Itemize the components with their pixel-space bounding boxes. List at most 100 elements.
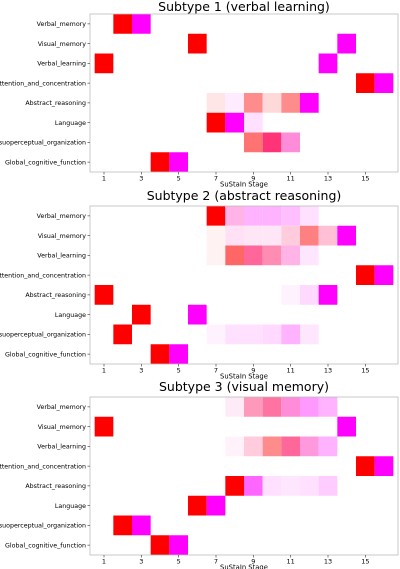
heatmap-cell — [262, 132, 282, 153]
heatmap-cell — [225, 324, 244, 345]
heatmap-cell — [132, 14, 151, 34]
heatmap-cell — [244, 206, 263, 226]
heatmap-cell — [244, 436, 263, 457]
heatmap-cell — [262, 206, 282, 226]
y-tick-label: Global_cognitive_function — [5, 542, 86, 549]
x-tick-label: 11 — [287, 175, 295, 183]
heatmap-cell — [244, 93, 263, 113]
y-tick-label: Attention_and_concentration — [0, 80, 86, 87]
heatmap-cell — [318, 53, 338, 74]
heatmap-cell — [374, 73, 394, 93]
x-tick-label: 5 — [177, 367, 181, 375]
heatmap-cell — [374, 265, 394, 285]
heatmap-cell — [281, 324, 300, 345]
heatmap-cell — [225, 93, 244, 113]
x-tick-label: 1 — [102, 558, 106, 566]
x-tick-label: 5 — [177, 558, 181, 566]
heatmap-cell — [262, 225, 282, 246]
x-tick-label: 13 — [324, 175, 332, 183]
heatmap-cell — [225, 112, 244, 133]
y-tick-label: Abstract_reasoning — [25, 292, 86, 299]
heatmap-cell — [244, 245, 263, 266]
y-tick-label: Visuoperceptual_organization — [0, 523, 86, 530]
heatmap-cell — [150, 152, 170, 172]
heatmap-cell — [225, 206, 244, 226]
y-tick-label: Global_cognitive_function — [5, 351, 86, 358]
x-tick-label: 9 — [251, 367, 255, 375]
heatmap-cell — [94, 53, 114, 74]
heatmap-cell — [356, 73, 375, 93]
heatmap-cell — [281, 93, 300, 113]
y-tick-label: Visuoperceptual_organization — [0, 332, 86, 339]
x-tick-label: 1 — [102, 175, 106, 183]
heatmap-cell — [318, 225, 338, 246]
y-tick-label: Verbal_learning — [37, 61, 86, 68]
y-tick-label: Language — [55, 503, 86, 510]
y-tick-label: Language — [55, 120, 86, 127]
heatmap-cell — [206, 206, 226, 226]
heatmap-cell — [225, 245, 244, 266]
heatmap-cell — [262, 436, 282, 457]
y-tick-label: Abstract_reasoning — [25, 483, 86, 490]
heatmap-cell — [300, 285, 319, 305]
heatmap-cell — [113, 14, 132, 34]
heatmap-cell — [356, 265, 375, 285]
x-tick-label: 13 — [324, 367, 332, 375]
heatmap-cell — [132, 304, 151, 325]
heatmap-cell — [262, 476, 282, 496]
heatmap-cell — [281, 436, 300, 457]
panel-title: Subtype 2 (abstract reasoning) — [147, 188, 342, 203]
heatmap-cell — [244, 132, 263, 153]
x-tick-label: 3 — [139, 367, 143, 375]
heatmap-cells — [94, 397, 394, 555]
heatmap-cell — [244, 225, 263, 246]
heatmap-cell — [337, 225, 356, 246]
heatmap-cell — [113, 324, 132, 345]
y-tick-label: Visual_memory — [38, 424, 87, 431]
heatmap-cell — [244, 476, 263, 496]
heatmap-cell — [206, 112, 226, 133]
heatmap-cell — [318, 285, 338, 305]
heatmap-cell — [300, 476, 319, 496]
x-tick-label: 7 — [214, 367, 218, 375]
y-tick-label: Attention_and_concentration — [0, 272, 86, 279]
x-axis-label: SuStaIn Stage — [220, 181, 268, 189]
heatmap-cell — [244, 112, 263, 133]
heatmap-cell — [206, 324, 226, 345]
y-tick-label: Verbal_learning — [37, 253, 86, 260]
axis-frame — [89, 205, 399, 365]
heatmap-cell — [300, 324, 319, 345]
axis-frame — [89, 13, 399, 173]
heatmap-cell — [169, 344, 188, 364]
heatmap-cell — [300, 436, 319, 457]
heatmap-cell — [244, 324, 263, 345]
heatmap-cell — [169, 152, 188, 172]
heatmap-cell — [281, 397, 300, 417]
heatmap-cell — [300, 245, 319, 266]
heatmap-cell — [318, 476, 338, 496]
heatmap-cell — [225, 225, 244, 246]
heatmap-cell — [262, 324, 282, 345]
x-tick-label: 15 — [361, 558, 369, 566]
x-tick-label: 5 — [177, 175, 181, 183]
heatmap-cell — [300, 93, 319, 113]
heatmap-cell — [300, 206, 319, 226]
heatmap-cell — [169, 535, 188, 555]
heatmap-cell — [225, 476, 244, 496]
x-axis-label: SuStaIn Stage — [220, 373, 268, 381]
heatmap-cell — [94, 416, 114, 437]
subtype-panel-2: Subtype 2 (abstract reasoning) Verbal_mem… — [0, 188, 399, 381]
heatmap-cells — [94, 14, 394, 172]
x-axis-label: SuStaIn Stage — [220, 564, 268, 569]
y-tick-label: Verbal_memory — [37, 213, 87, 220]
heatmap-cell — [281, 476, 300, 496]
panel-title: Subtype 3 (visual memory) — [159, 379, 329, 394]
y-tick-label: Global_cognitive_function — [5, 159, 86, 166]
heatmap-cell — [94, 285, 114, 305]
axis-frame — [89, 396, 399, 556]
y-tick-label: Visual_memory — [38, 41, 87, 48]
heatmap-cell — [150, 344, 170, 364]
y-tick-label: Verbal_memory — [37, 21, 87, 28]
heatmap-cell — [225, 436, 244, 457]
